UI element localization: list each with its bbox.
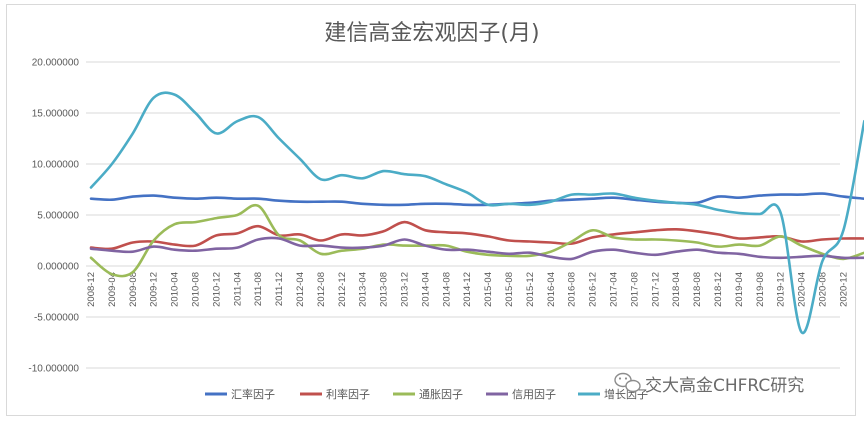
x-tick-label: 2014-04	[420, 272, 431, 307]
x-tick-label: 2009-12	[149, 272, 160, 307]
y-tick-label: 10.000000	[32, 160, 80, 171]
x-tick-label: 2010-12	[211, 272, 222, 307]
x-tick-label: 2018-08	[692, 272, 703, 307]
legend: 汇率因子 利率因子 通胀因子 信用因子 增长因子	[205, 387, 648, 401]
x-tick-label: 2020-12	[838, 272, 849, 307]
x-tick-label: 2012-08	[316, 272, 327, 307]
x-tick-label: 2013-12	[400, 272, 411, 307]
x-tick-label: 2008-12	[86, 272, 97, 307]
x-tick-label: 2011-04	[232, 272, 243, 306]
x-tick-label: 2009-08	[128, 272, 139, 307]
x-tick-label: 2015-04	[483, 272, 494, 307]
y-tick-label: -5.000000	[34, 313, 79, 324]
x-tick-label: 2019-04	[734, 272, 745, 307]
x-tick-label: 2017-04	[609, 272, 620, 307]
y-tick-label: 20.000000	[32, 58, 80, 69]
watermark: 交大高金CHFRC研究	[614, 372, 804, 396]
legend-label-3: 信用因子	[512, 388, 556, 401]
x-tick-label: 2015-08	[504, 272, 515, 307]
x-tick-label: 2017-08	[629, 272, 640, 307]
x-tick-label: 2010-04	[170, 272, 181, 307]
x-tick-label: 2014-08	[441, 272, 452, 307]
x-tick-label: 2017-12	[650, 272, 661, 307]
legend-label-1: 利率因子	[326, 387, 370, 401]
x-tick-label: 2020-04	[797, 272, 808, 307]
x-tick-label: 2012-04	[295, 272, 306, 307]
x-tick-label: 2019-08	[755, 272, 766, 307]
legend-label-0: 汇率因子	[231, 387, 275, 401]
series-line-2	[89, 203, 864, 278]
x-tick-label: 2011-08	[253, 272, 264, 306]
x-tick-label: 2015-12	[525, 272, 536, 307]
x-tick-label: 2016-12	[588, 272, 599, 307]
legend-label-2: 通胀因子	[419, 388, 463, 401]
x-tick-label: 2012-12	[337, 272, 348, 307]
x-tick-label: 2011-12	[274, 272, 285, 306]
x-tick-label: 2016-08	[567, 272, 578, 307]
watermark-text: 交大高金CHFRC研究	[645, 376, 804, 396]
x-tick-label: 2016-04	[546, 272, 557, 307]
y-tick-label: 0.000000	[37, 262, 79, 273]
series-line-1	[89, 220, 864, 251]
legend-label-4: 增长因子	[604, 387, 648, 401]
chart-title: 建信高金宏观因子(月)	[324, 21, 539, 46]
x-axis-ticks: 2008-12 2009-04 2009-08 2009-12 2010-04 2010-…	[86, 272, 849, 307]
x-tick-label: 2013-08	[379, 272, 390, 307]
y-tick-label: -10.000000	[28, 364, 79, 375]
gridlines	[86, 61, 840, 369]
x-tick-label: 2018-12	[713, 272, 724, 307]
wechat-icon	[614, 372, 641, 393]
series-line-0	[89, 192, 864, 207]
y-tick-label: 15.000000	[32, 109, 80, 120]
series-line-3	[89, 236, 864, 261]
x-tick-label: 2010-08	[191, 272, 202, 307]
series-line-4	[89, 91, 864, 335]
series-lines	[89, 91, 864, 335]
y-tick-label: 5.000000	[37, 211, 79, 222]
x-tick-label: 2019-12	[776, 272, 787, 307]
x-tick-label: 2013-04	[358, 272, 369, 307]
x-tick-label: 2014-12	[462, 272, 473, 307]
y-axis-ticks: 20.000000 15.000000 10.000000 5.000000 0.000…	[28, 58, 79, 375]
x-tick-label: 2020-08	[818, 272, 829, 307]
x-tick-label: 2009-04	[107, 272, 118, 307]
x-tick-label: 2018-04	[671, 272, 682, 307]
